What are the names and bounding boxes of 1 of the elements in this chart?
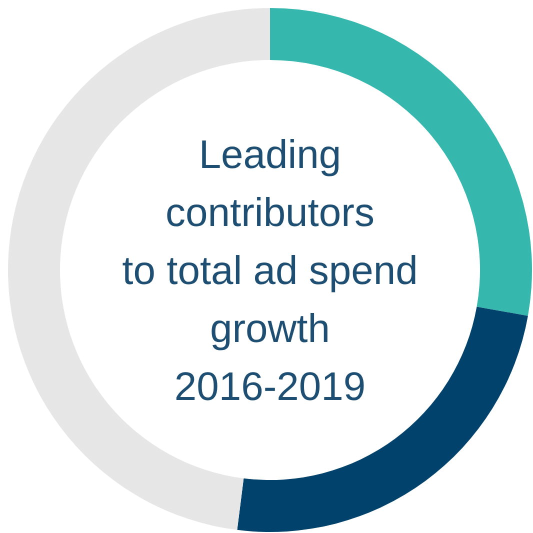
- text: Leading contributors to total ad spend growth 2016-2019: [122, 133, 418, 409]
